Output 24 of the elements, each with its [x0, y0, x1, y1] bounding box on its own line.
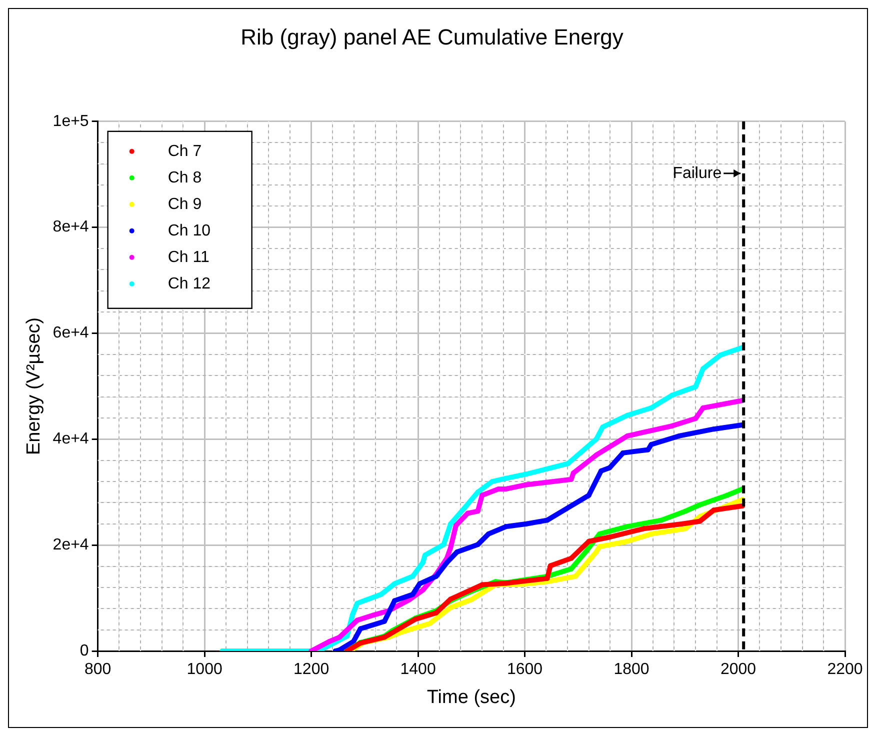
legend-label: Ch 7	[168, 142, 202, 160]
y-tick-label: 8e+4	[52, 218, 89, 236]
y-tick-label: 4e+4	[52, 430, 89, 448]
x-tick-label: 800	[84, 661, 112, 678]
x-tick-label: 1800	[614, 661, 650, 678]
ref-line-label: Failure	[672, 164, 722, 182]
x-tick-label: 1200	[294, 661, 330, 678]
y-axis-title: Energy (V²µsec)	[24, 317, 45, 456]
x-tick-label: 2000	[720, 661, 756, 678]
legend-label: Ch 9	[168, 196, 202, 213]
x-tick-label: 1400	[400, 661, 436, 678]
legend-label: Ch 12	[168, 275, 211, 292]
y-tick-label: 0	[80, 642, 89, 660]
y-tick-label: 2e+4	[52, 536, 89, 554]
legend-label: Ch 10	[168, 222, 211, 240]
x-tick-label: 1600	[506, 661, 543, 678]
chart-title: Rib (gray) panel AE Cumulative Energy	[240, 24, 624, 50]
x-axis-title: Time (sec)	[426, 686, 516, 708]
x-tick-label: 2200	[827, 661, 863, 678]
y-tick-label: 1e+5	[52, 112, 89, 130]
y-tick-label: 6e+4	[52, 324, 89, 342]
legend-label: Ch 11	[168, 248, 210, 266]
legend-label: Ch 8	[168, 169, 202, 186]
x-tick-label: 1000	[186, 661, 222, 678]
